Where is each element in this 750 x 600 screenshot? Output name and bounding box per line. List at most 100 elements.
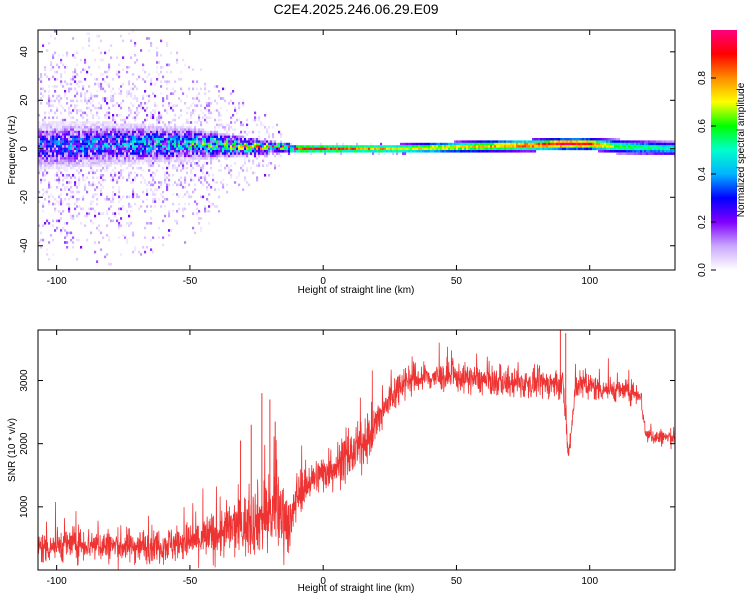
spectrogram-cell	[414, 145, 417, 148]
spectrogram-cell	[182, 152, 185, 155]
spectrogram-cell	[68, 181, 71, 184]
spectrogram-cell	[556, 145, 559, 148]
spectrogram-cell	[132, 104, 135, 107]
spectrogram-cell	[158, 116, 161, 119]
spectrogram-cell	[122, 162, 125, 165]
spectrogram-cell	[68, 207, 71, 211]
spectrogram-cell	[112, 97, 115, 100]
spectrogram-cell	[150, 126, 153, 129]
spectrogram-cell	[498, 150, 501, 153]
spectrogram-cell	[92, 114, 95, 117]
spectrogram-cell	[188, 195, 191, 199]
spectrogram-cell	[74, 106, 77, 110]
spectrogram-cell	[246, 123, 249, 127]
spectrogram-cell	[126, 138, 129, 141]
spectrogram-cell	[44, 174, 47, 177]
spectrogram-cell	[164, 152, 167, 155]
spectrogram-cell	[228, 133, 231, 136]
spectrogram-cell	[408, 147, 411, 151]
spectrogram-cell	[566, 142, 569, 146]
spectrogram-cell	[608, 145, 611, 148]
spectrogram-cell	[118, 188, 121, 191]
spectrogram-cell	[58, 195, 61, 199]
spectrogram-cell	[108, 49, 111, 52]
spectrogram-cell	[60, 75, 63, 79]
spectrogram-cell	[108, 157, 111, 160]
spectrogram-cell	[82, 46, 85, 50]
spectrogram-cell	[160, 157, 163, 160]
spectrogram-cell	[78, 147, 81, 151]
spectrogram-cell	[252, 171, 255, 175]
spectrogram-cell	[100, 140, 103, 143]
spectrogram-cell	[142, 63, 145, 67]
spectrogram-cell	[176, 183, 179, 187]
spectrogram-cell	[68, 162, 71, 165]
spectrogram-cell	[76, 140, 79, 143]
spectrogram-cell	[88, 171, 91, 175]
spectrogram-cell	[138, 123, 141, 127]
spectrogram-cell	[70, 145, 73, 148]
spectrogram-cell	[350, 145, 353, 148]
spectrogram-cell	[146, 130, 149, 134]
spectrogram-cell	[204, 157, 207, 160]
spectrogram-cell	[632, 150, 635, 153]
spectrogram-cell	[144, 178, 147, 182]
spectrogram-cell	[632, 145, 635, 148]
spectrogram-cell	[90, 147, 93, 151]
spectrogram-cell	[208, 154, 211, 158]
spectrogram-cell	[106, 121, 109, 124]
spectrogram-cell	[154, 157, 157, 160]
spectrogram-cell	[74, 154, 77, 158]
spectrogram-cell	[116, 178, 119, 182]
spectrogram-cell	[300, 150, 303, 153]
spectrogram-cell	[178, 97, 181, 100]
spectrogram-cell	[126, 222, 129, 225]
spectrogram-cell	[498, 142, 501, 146]
spectrogram-cell	[374, 150, 377, 153]
spectrogram-cell	[150, 111, 153, 115]
spectrogram-cell	[168, 102, 171, 105]
spectrogram-cell	[246, 118, 249, 122]
spectrogram-cell	[220, 140, 223, 143]
spectrogram-cell	[490, 142, 493, 146]
spectrogram-cell	[162, 142, 165, 146]
spectrogram-cell	[228, 171, 231, 175]
spectrogram-cell	[90, 102, 93, 105]
spectrogram-cell	[258, 150, 261, 153]
spectrogram-cell	[110, 90, 113, 93]
spectrogram-cell	[140, 253, 143, 256]
spectrogram-cell	[636, 142, 639, 146]
spectrogram-cell	[76, 162, 79, 165]
spectrogram-cell	[224, 140, 227, 143]
spectrogram-cell	[70, 140, 73, 143]
spectrogram-cell	[148, 145, 151, 148]
spectrogram-cell	[46, 138, 49, 141]
spectrogram-cell	[58, 200, 61, 203]
spectrogram-cell	[194, 133, 197, 136]
spectrogram-cell	[166, 154, 169, 158]
spectrogram-cell	[84, 178, 87, 182]
spectrogram-cell	[476, 145, 479, 148]
spectrogram-cell	[608, 138, 611, 141]
spectrogram-cell	[94, 142, 97, 146]
spectrogram-cell	[96, 82, 99, 86]
spectrogram-cell	[108, 217, 111, 220]
spectrogram-cell	[46, 157, 49, 160]
spectrogram-cell	[64, 130, 67, 134]
spectrogram-cell	[404, 142, 407, 146]
spectrogram-cell	[242, 130, 245, 134]
spectrogram-cell	[206, 109, 209, 112]
colorbar-tick-label: 0.8	[697, 71, 708, 85]
spectrogram-cell	[406, 147, 409, 151]
spectrogram-cell	[86, 130, 89, 134]
spectrogram-cell	[564, 145, 567, 148]
spectrogram-cell	[344, 150, 347, 153]
spectrogram-cell	[126, 159, 129, 163]
spectrogram-cell	[100, 152, 103, 155]
spectrogram-cell	[156, 135, 159, 139]
spectrogram-cell	[52, 138, 55, 141]
spectrogram-cell	[72, 166, 75, 170]
spectrogram-cell	[100, 104, 103, 107]
spectrogram-cell	[588, 142, 591, 146]
spectrogram-cell	[118, 186, 121, 189]
